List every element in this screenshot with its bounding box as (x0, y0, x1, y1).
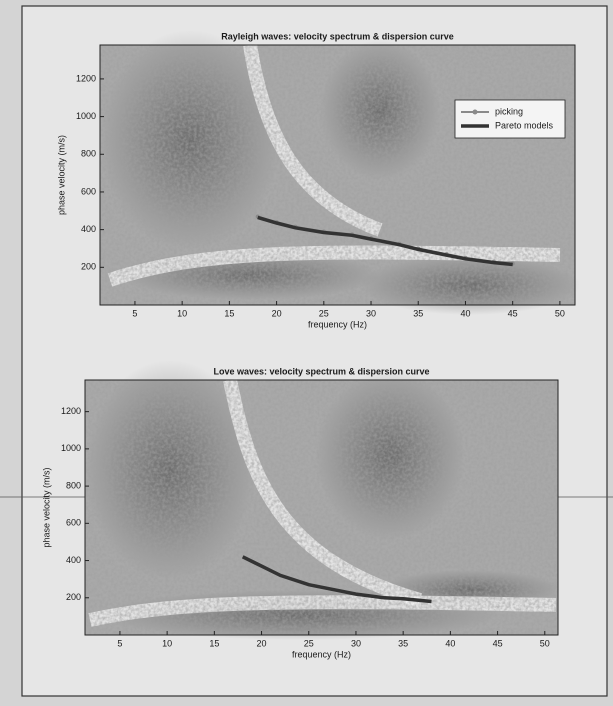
y-axis-label: phase velocity (m/s) (41, 467, 51, 547)
y-tick-label: 400 (66, 555, 81, 565)
legend-marker (472, 109, 478, 115)
y-tick-label: 1200 (61, 406, 81, 416)
y-tick-label: 400 (81, 224, 96, 234)
x-tick-label: 20 (272, 308, 282, 318)
x-tick-label: 30 (351, 638, 361, 648)
x-tick-label: 45 (508, 308, 518, 318)
x-tick-label: 10 (177, 308, 187, 318)
x-tick-label: 15 (224, 308, 234, 318)
x-axis-label: frequency (Hz) (308, 319, 367, 329)
x-tick-label: 40 (460, 308, 470, 318)
dispersion-curve (241, 555, 432, 604)
chart-title: Love waves: velocity spectrum & dispersi… (213, 366, 429, 376)
y-tick-label: 200 (81, 262, 96, 272)
chart-title: Rayleigh waves: velocity spectrum & disp… (221, 31, 454, 41)
x-tick-label: 5 (117, 638, 122, 648)
x-tick-label: 25 (304, 638, 314, 648)
x-tick-label: 45 (493, 638, 503, 648)
x-tick-label: 10 (162, 638, 172, 648)
plot-frame (84, 379, 559, 636)
y-axis-label: phase velocity (m/s) (56, 135, 66, 215)
x-tick-label: 30 (366, 308, 376, 318)
x-tick-label: 25 (319, 308, 329, 318)
x-tick-label: 5 (132, 308, 137, 318)
x-tick-label: 20 (257, 638, 267, 648)
x-tick-label: 50 (555, 308, 565, 318)
x-tick-label: 15 (209, 638, 219, 648)
chart-panel: Love waves: velocity spectrum & dispersi… (41, 360, 560, 659)
x-tick-label: 40 (445, 638, 455, 648)
dispersion-curve (257, 215, 513, 267)
plot-frame (99, 44, 576, 306)
y-tick-label: 600 (81, 186, 96, 196)
x-tick-label: 50 (540, 638, 550, 648)
legend-label: picking (495, 106, 523, 116)
y-tick-label: 800 (66, 480, 81, 490)
x-tick-label: 35 (413, 308, 423, 318)
y-tick-label: 600 (66, 518, 81, 528)
y-tick-label: 1000 (76, 111, 96, 121)
spectrum-grain (100, 45, 575, 305)
x-tick-label: 35 (398, 638, 408, 648)
y-tick-label: 1000 (61, 443, 81, 453)
charts: Rayleigh waves: velocity spectrum & disp… (41, 30, 580, 659)
y-tick-label: 1200 (76, 73, 96, 83)
x-axis-label: frequency (Hz) (292, 649, 351, 659)
legend-box (454, 99, 566, 139)
chart-panel: Rayleigh waves: velocity spectrum & disp… (56, 30, 580, 329)
y-tick-label: 200 (66, 592, 81, 602)
legend-label: Pareto models (495, 120, 554, 130)
spectrum-grain (85, 380, 558, 635)
y-tick-label: 800 (81, 149, 96, 159)
